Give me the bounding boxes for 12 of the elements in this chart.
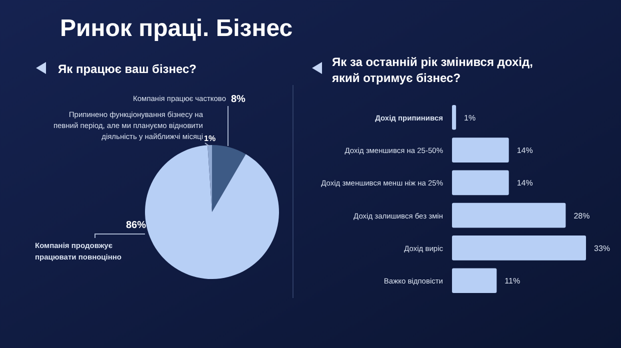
data-label: 11% bbox=[504, 276, 520, 286]
data-label: 8% bbox=[231, 94, 246, 105]
data-label: 86% bbox=[126, 220, 146, 231]
data-label: 14% bbox=[516, 146, 533, 156]
data-label: 1% bbox=[464, 113, 476, 122]
data-label: 28% bbox=[574, 211, 590, 220]
data-label: 33% bbox=[594, 244, 610, 253]
chart-subtitle: Як працює ваш бізнес? bbox=[58, 62, 197, 76]
data-label: 1% bbox=[204, 134, 216, 143]
chart-title: Ринок праці. Бізнес bbox=[60, 15, 293, 42]
data-label: 14% bbox=[516, 178, 533, 188]
chart-title: Як за останній рік змінився дохід, який отримує бізнес? bbox=[332, 55, 533, 85]
